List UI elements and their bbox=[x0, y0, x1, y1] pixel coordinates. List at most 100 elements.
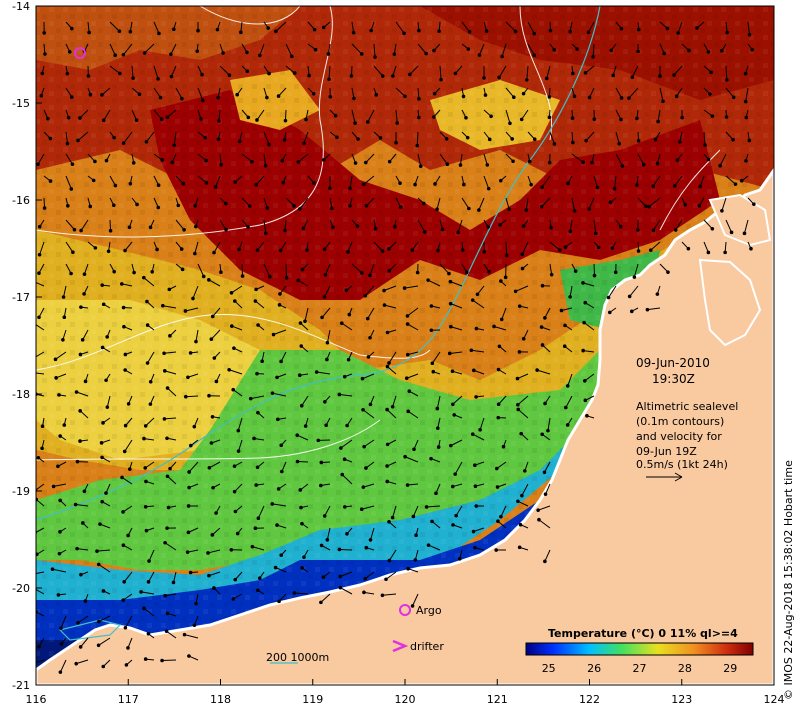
velocity-arrow-head bbox=[299, 403, 304, 408]
velocity-arrow-head bbox=[464, 115, 468, 120]
velocity-arrow-head bbox=[346, 250, 350, 254]
velocity-arrow bbox=[483, 153, 488, 166]
velocity-arrow bbox=[407, 307, 419, 317]
velocity-arrow-head bbox=[275, 523, 279, 527]
velocity-arrow-head bbox=[470, 298, 475, 302]
velocity-arrow-head bbox=[105, 405, 110, 409]
velocity-arrow-head bbox=[636, 249, 641, 253]
velocity-arrow bbox=[167, 109, 177, 118]
velocity-arrow-head bbox=[156, 77, 160, 81]
velocity-arrow-head bbox=[46, 116, 50, 121]
velocity-arrow-head bbox=[644, 204, 648, 209]
velocity-arrow bbox=[498, 65, 507, 78]
velocity-arrow-head bbox=[165, 474, 170, 479]
velocity-arrow-head bbox=[725, 78, 729, 82]
velocity-arrow-head bbox=[326, 52, 331, 56]
velocity-arrow bbox=[392, 395, 397, 407]
velocity-arrow-head bbox=[216, 95, 220, 100]
velocity-arrow bbox=[383, 285, 397, 291]
velocity-arrow-head bbox=[387, 247, 391, 251]
velocity-arrow-head bbox=[366, 355, 371, 359]
velocity-arrow-head bbox=[511, 159, 515, 164]
velocity-arrow bbox=[80, 219, 89, 231]
velocity-arrow-head bbox=[437, 29, 441, 34]
velocity-arrow-head bbox=[300, 566, 304, 570]
velocity-arrow-head bbox=[135, 202, 139, 207]
velocity-arrow-head bbox=[494, 548, 499, 552]
velocity-arrow bbox=[412, 593, 419, 607]
velocity-arrow bbox=[547, 417, 551, 431]
velocity-arrow bbox=[427, 279, 441, 287]
velocity-arrow-head bbox=[69, 187, 74, 191]
velocity-arrow-head bbox=[212, 356, 217, 360]
velocity-arrow bbox=[285, 65, 295, 74]
y-tick-label: -17 bbox=[12, 291, 30, 304]
velocity-arrow bbox=[197, 263, 205, 277]
velocity-arrow-head bbox=[422, 230, 427, 234]
velocity-arrow-head bbox=[496, 519, 500, 524]
velocity-arrow-head bbox=[307, 73, 311, 78]
velocity-arrow-head bbox=[464, 270, 469, 274]
velocity-arrow-head bbox=[471, 529, 476, 534]
velocity-arrow bbox=[404, 456, 419, 463]
velocity-arrow-head bbox=[697, 203, 702, 208]
velocity-arrow-head bbox=[112, 203, 116, 208]
velocity-arrow bbox=[341, 474, 353, 485]
velocity-arrow bbox=[123, 131, 133, 144]
velocity-arrow-head bbox=[65, 141, 70, 146]
velocity-arrow-head bbox=[132, 270, 136, 275]
velocity-arrow bbox=[498, 395, 507, 405]
velocity-arrow-head bbox=[445, 162, 450, 167]
velocity-arrow bbox=[285, 43, 293, 57]
velocity-arrow bbox=[450, 326, 463, 331]
velocity-arrow-head bbox=[747, 32, 752, 37]
velocity-arrow bbox=[339, 548, 353, 551]
velocity-arrow-head bbox=[731, 137, 735, 142]
velocity-arrow-head bbox=[413, 182, 417, 187]
velocity-arrow-head bbox=[482, 250, 487, 254]
velocity-arrow-head bbox=[81, 521, 85, 525]
velocity-arrow bbox=[197, 87, 204, 101]
velocity-arrow bbox=[106, 395, 111, 408]
velocity-arrow-head bbox=[581, 348, 585, 353]
velocity-arrow-head bbox=[118, 71, 122, 76]
velocity-arrow-head bbox=[256, 588, 260, 593]
velocity-arrow-head bbox=[325, 340, 330, 345]
velocity-arrow-head bbox=[69, 26, 74, 31]
velocity-arrow bbox=[121, 477, 133, 485]
velocity-arrow bbox=[263, 153, 267, 166]
velocity-arrow bbox=[165, 593, 177, 597]
velocity-arrow bbox=[725, 219, 733, 233]
velocity-arrow-head bbox=[405, 314, 410, 318]
velocity-arrow-head bbox=[718, 163, 722, 168]
velocity-arrow-head bbox=[418, 164, 423, 169]
velocity-arrow bbox=[569, 285, 573, 297]
velocity-arrow bbox=[362, 373, 375, 380]
velocity-arrow-head bbox=[57, 393, 61, 397]
velocity-arrow-head bbox=[687, 48, 691, 53]
velocity-arrow-head bbox=[157, 31, 161, 36]
velocity-arrow bbox=[615, 87, 622, 99]
velocity-arrow-head bbox=[311, 91, 316, 96]
colorbar bbox=[525, 642, 754, 656]
velocity-arrow-head bbox=[185, 550, 190, 554]
velocity-arrow-head bbox=[148, 225, 153, 230]
velocity-arrow-head bbox=[485, 163, 490, 167]
velocity-arrow-head bbox=[128, 29, 133, 34]
velocity-arrow-head bbox=[271, 332, 276, 337]
velocity-arrow-head bbox=[457, 557, 462, 561]
velocity-arrow-head bbox=[498, 178, 503, 183]
velocity-arrow-head bbox=[565, 384, 570, 388]
velocity-arrow bbox=[501, 307, 507, 320]
velocity-arrow bbox=[131, 65, 134, 79]
velocity-arrow-head bbox=[473, 545, 477, 550]
velocity-arrow-head bbox=[330, 206, 334, 211]
velocity-arrow-head bbox=[165, 436, 169, 441]
velocity-arrow bbox=[483, 175, 490, 189]
velocity-arrow bbox=[615, 153, 623, 167]
velocity-arrow bbox=[505, 241, 508, 256]
velocity-arrow-head bbox=[536, 508, 540, 512]
velocity-arrow-head bbox=[474, 395, 478, 399]
velocity-arrow-head bbox=[143, 657, 148, 661]
